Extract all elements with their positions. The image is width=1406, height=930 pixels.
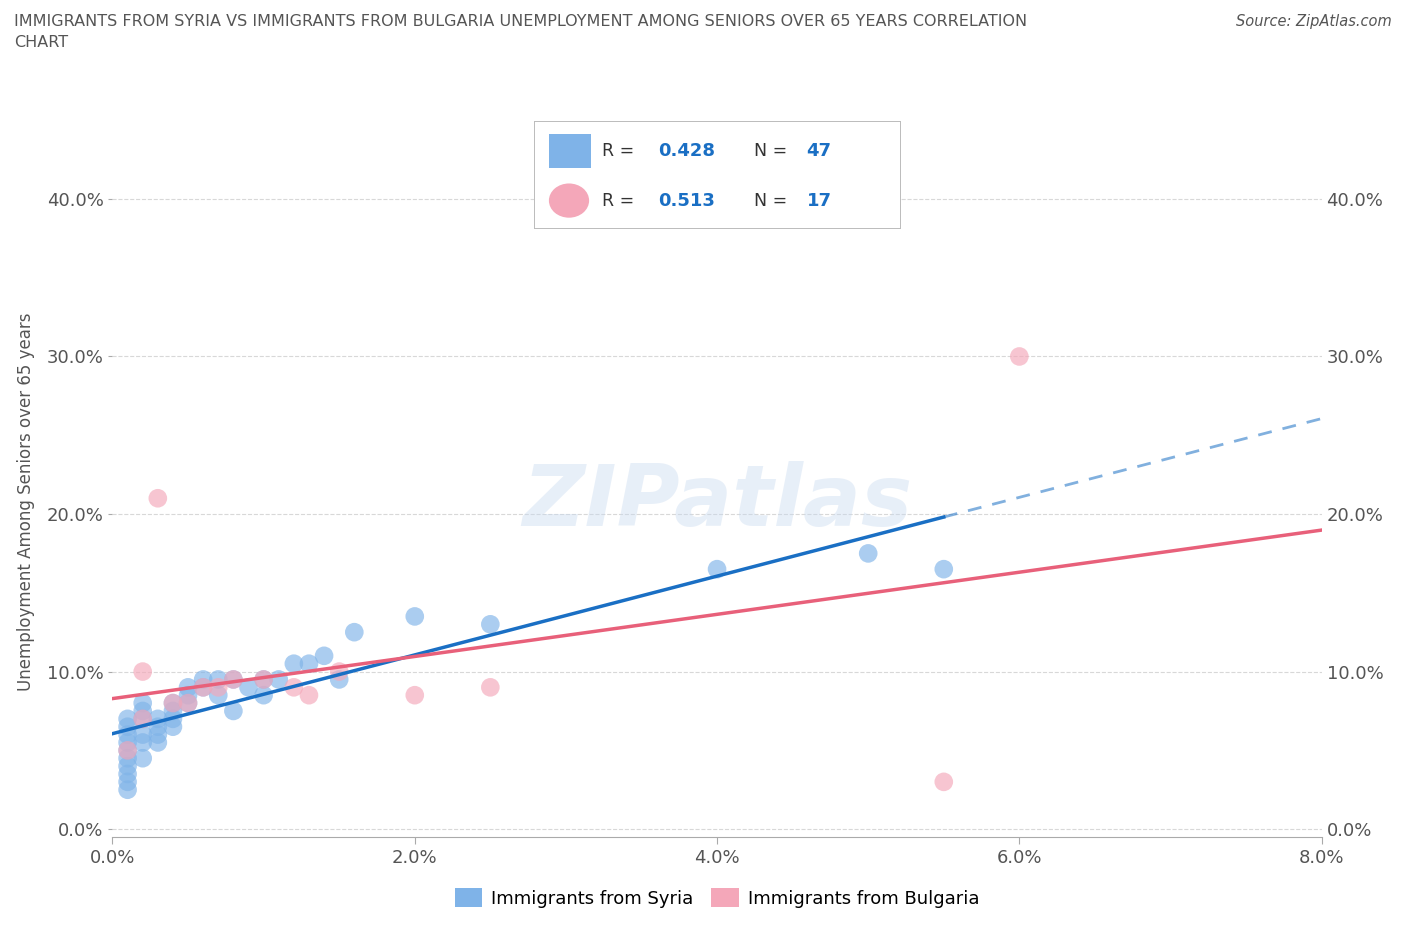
Point [177,688,200,703]
Point [162,696,184,711]
Point [207,688,229,703]
Point [479,680,502,695]
Point [162,703,184,718]
Point [932,775,955,790]
Point [222,703,245,718]
Point [253,672,276,687]
Point [146,491,169,506]
Text: IMMIGRANTS FROM SYRIA VS IMMIGRANTS FROM BULGARIA UNEMPLOYMENT AMONG SENIORS OVE: IMMIGRANTS FROM SYRIA VS IMMIGRANTS FROM… [14,14,1028,29]
Text: N =: N = [754,142,793,160]
Point [191,680,215,695]
Point [404,688,426,703]
Point [162,696,184,711]
Point [191,680,215,695]
Ellipse shape [548,183,589,218]
Point [283,680,305,695]
Point [117,735,139,750]
Point [117,751,139,765]
Point [132,735,155,750]
Point [117,782,139,797]
Point [146,727,169,742]
Point [706,562,728,577]
Point [132,711,155,726]
Point [238,680,260,695]
Point [117,743,139,758]
Point [132,703,155,718]
Text: R =: R = [602,192,640,209]
Point [253,688,276,703]
Point [222,672,245,687]
Y-axis label: Unemployment Among Seniors over 65 years: Unemployment Among Seniors over 65 years [17,313,35,691]
Point [298,688,321,703]
Point [328,664,350,679]
Text: N =: N = [754,192,793,209]
Point [328,672,350,687]
Point [132,664,155,679]
Point [132,711,155,726]
Text: 17: 17 [807,192,831,209]
Text: Source: ZipAtlas.com: Source: ZipAtlas.com [1236,14,1392,29]
Point [132,696,155,711]
Point [146,711,169,726]
Point [207,672,229,687]
Point [117,759,139,774]
Text: 0.428: 0.428 [658,142,716,160]
Point [856,546,880,561]
Point [162,719,184,734]
Legend: Immigrants from Syria, Immigrants from Bulgaria: Immigrants from Syria, Immigrants from B… [449,882,986,915]
Point [117,719,139,734]
Point [177,680,200,695]
Point [343,625,366,640]
Point [117,727,139,742]
Point [207,680,229,695]
Point [177,696,200,711]
Point [146,719,169,734]
Point [177,696,200,711]
Point [312,648,335,663]
Point [479,617,502,631]
Point [162,711,184,726]
Point [253,672,276,687]
Text: ZIPatlas: ZIPatlas [522,460,912,544]
Point [146,735,169,750]
Point [117,766,139,781]
Point [117,711,139,726]
Point [132,727,155,742]
Text: 47: 47 [807,142,831,160]
Point [222,672,245,687]
Point [404,609,426,624]
Point [117,743,139,758]
Point [1008,349,1031,364]
Point [117,775,139,790]
FancyBboxPatch shape [548,134,591,168]
Point [298,657,321,671]
Point [132,751,155,765]
Text: 0.513: 0.513 [658,192,716,209]
Text: R =: R = [602,142,640,160]
Point [267,672,290,687]
Point [191,672,215,687]
Text: CHART: CHART [14,35,67,50]
Point [283,657,305,671]
Point [932,562,955,577]
